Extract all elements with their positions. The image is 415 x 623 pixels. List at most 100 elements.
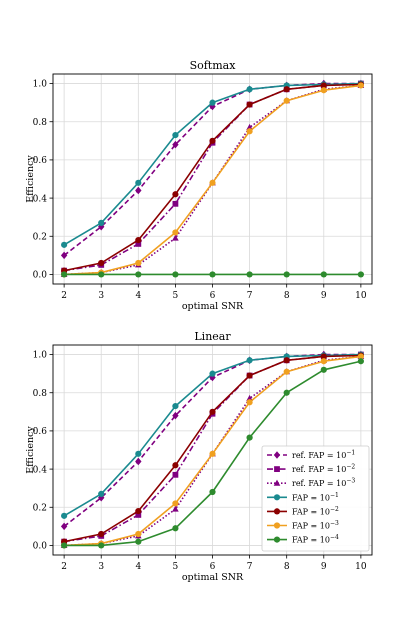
data-point <box>172 200 179 207</box>
legend-box <box>261 445 370 552</box>
legend-label-exponent: −3 <box>330 520 339 527</box>
legend-item: FAP = 10−3 <box>267 520 339 531</box>
data-point <box>320 82 327 89</box>
x-tick-label: 5 <box>173 291 179 301</box>
legend-item: ref. FAP = 10−2 <box>267 464 355 475</box>
legend-marker <box>273 451 281 459</box>
x-tick-label: 9 <box>321 291 327 301</box>
data-point <box>283 86 290 93</box>
legend-item: ref. FAP = 10−3 <box>267 478 355 488</box>
data-point <box>246 128 253 135</box>
series-line <box>64 353 361 543</box>
plot-frame <box>52 344 373 556</box>
x-tick-label: 3 <box>98 291 104 301</box>
data-point <box>246 86 253 93</box>
data-point <box>283 97 290 104</box>
data-point <box>172 471 179 478</box>
y-tick-label: 0.2 <box>33 232 47 242</box>
legend-label: FAP = 10−2 <box>292 506 339 517</box>
data-point <box>135 507 142 515</box>
series-6 <box>61 353 364 549</box>
data-point <box>246 394 253 401</box>
y-tick-label: 0.4 <box>33 465 48 475</box>
data-point <box>283 368 290 375</box>
data-point <box>172 525 179 532</box>
data-point <box>357 82 364 89</box>
chart-panel-2: 2 3 4 5 6 7 8 9 10 0.0 0.2 0.4 0.6 0.8 1.0 Linear optima… <box>25 330 373 583</box>
data-point <box>135 530 142 538</box>
y-tick-label: 0.0 <box>33 542 48 552</box>
x-axis-label: optimal SNR <box>182 572 244 583</box>
x-tick-label: 10 <box>355 562 367 572</box>
data-point <box>61 271 68 278</box>
y-tick-label: 0.8 <box>33 118 48 128</box>
x-tick-label: 8 <box>284 291 290 301</box>
chart-title: Softmax <box>190 59 237 72</box>
data-point <box>98 222 105 231</box>
data-point <box>172 234 179 241</box>
y-tick-label: 0.8 <box>33 389 48 399</box>
legend-item: FAP = 10−4 <box>267 534 339 545</box>
y-tick-label: 0.0 <box>33 271 48 281</box>
data-point <box>209 370 216 377</box>
data-point <box>357 353 364 360</box>
legend-label-exponent: −1 <box>346 450 355 457</box>
x-tick-label: 4 <box>135 291 141 301</box>
data-point <box>135 236 142 244</box>
chart-panel-1: 2 3 4 5 6 7 8 9 10 0.0 0.2 0.4 0.6 0.8 1.0 Softmax optim… <box>25 59 373 312</box>
data-point <box>209 271 216 278</box>
legend-item: ref. FAP = 10−1 <box>267 450 355 461</box>
data-point <box>320 353 327 360</box>
x-tick-label: 6 <box>210 562 216 572</box>
x-tick-label: 7 <box>247 562 253 572</box>
data-point <box>357 358 364 365</box>
data-point <box>209 99 216 106</box>
data-point <box>135 271 142 278</box>
data-point <box>320 87 327 94</box>
legend-marker <box>273 494 281 501</box>
y-tick-label: 0.4 <box>33 194 48 204</box>
y-tick-label: 0.2 <box>33 503 47 513</box>
legend-label-exponent: −1 <box>330 492 339 499</box>
data-point <box>98 530 105 538</box>
data-point <box>135 457 142 466</box>
data-point <box>209 102 216 111</box>
x-tick-label: 9 <box>321 562 327 572</box>
x-tick-label: 2 <box>61 562 67 572</box>
data-point <box>283 389 290 396</box>
legend-label: ref. FAP = 10−1 <box>292 450 355 461</box>
legend-marker <box>273 479 281 486</box>
data-point <box>246 271 253 278</box>
legend-item: FAP = 10−1 <box>267 492 339 502</box>
y-tick-label: 1.0 <box>33 80 48 90</box>
data-point <box>172 140 179 149</box>
series-7 <box>61 358 364 549</box>
data-point <box>135 538 142 545</box>
data-point <box>172 500 179 507</box>
legend-label: ref. FAP = 10−2 <box>292 464 355 475</box>
x-tick-label: 10 <box>355 291 367 301</box>
y-axis-label: Efficiency <box>25 426 36 474</box>
data-point <box>357 271 364 278</box>
plot-frame <box>52 73 373 285</box>
data-point <box>172 131 179 139</box>
data-point <box>209 179 216 186</box>
legend-label-exponent: −2 <box>330 506 339 513</box>
data-point <box>172 271 179 278</box>
data-point <box>98 219 105 227</box>
legend-item: FAP = 10−2 <box>267 506 339 517</box>
data-point <box>135 241 142 247</box>
data-point <box>135 259 142 267</box>
series-5 <box>61 81 364 274</box>
data-point <box>209 137 216 144</box>
data-point <box>209 373 216 382</box>
series-7 <box>61 271 364 278</box>
data-point <box>98 542 105 549</box>
y-tick-label: 1.0 <box>33 351 48 361</box>
data-point <box>172 462 179 469</box>
data-point <box>320 358 327 365</box>
x-tick-label: 6 <box>210 291 216 301</box>
data-point <box>320 271 327 278</box>
legend-label: FAP = 10−4 <box>292 534 339 545</box>
